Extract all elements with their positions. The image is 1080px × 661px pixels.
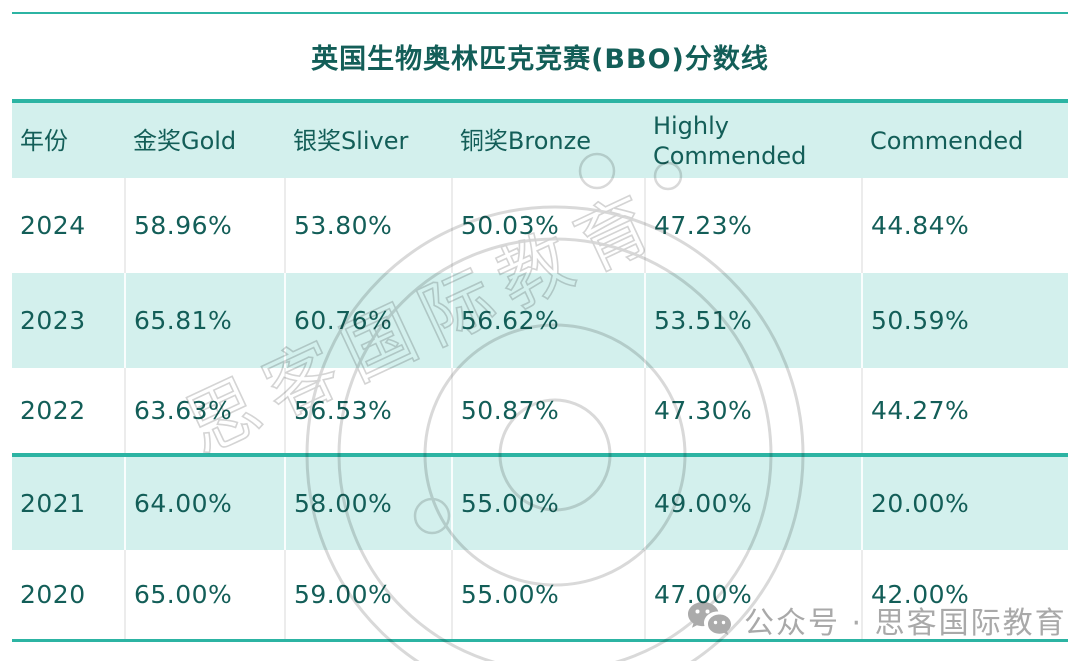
- top-accent-line: [12, 12, 1068, 14]
- value-cell: 20.00%: [860, 455, 1068, 550]
- column-header-year: 年份: [20, 126, 68, 155]
- table-row-2023: 2023 65.81% 60.76% 56.62% 53.51% 50.59%: [12, 273, 1068, 368]
- value-cell: 47.30%: [643, 368, 862, 457]
- value-cell: 47.00%: [643, 550, 862, 639]
- header-row: 年份 金奖Gold 银奖Sliver 铜奖Bronze Highly Comme…: [12, 103, 1068, 178]
- value-cell: 44.84%: [860, 178, 1068, 273]
- year-cell: 2022: [12, 368, 125, 457]
- value-cell: 49.00%: [643, 455, 862, 550]
- value-cell: 50.87%: [450, 368, 645, 457]
- value-cell: 56.62%: [450, 273, 645, 368]
- value-cell: 50.03%: [450, 178, 645, 273]
- value-cell: 64.00%: [123, 455, 285, 550]
- table-row-2024: 2024 58.96% 53.80% 50.03% 47.23% 44.84%: [12, 178, 1068, 273]
- table-row-2022: 2022 63.63% 56.53% 50.87% 47.30% 44.27%: [12, 368, 1068, 457]
- value-cell: 58.96%: [123, 178, 285, 273]
- column-header-bronze: 铜奖Bronze: [459, 126, 591, 155]
- value-cell: 65.00%: [123, 550, 285, 639]
- page-title: 英国生物奥林匹克竞赛(BBO)分数线: [311, 44, 769, 75]
- value-cell: 60.76%: [283, 273, 452, 368]
- year-cell: 2020: [20, 580, 86, 609]
- value-cell: 58.00%: [283, 455, 452, 550]
- column-header-commended: Commended: [869, 126, 1024, 155]
- value-cell: 42.00%: [860, 550, 1068, 639]
- value-cell: 44.27%: [860, 368, 1068, 457]
- table-row-2021: 2021 64.00% 58.00% 55.00% 49.00% 20.00%: [12, 455, 1068, 550]
- value-cell: 56.53%: [283, 368, 452, 457]
- bbo-score-table: 年份 金奖Gold 银奖Sliver 铜奖Bronze Highly Comme…: [12, 103, 1068, 639]
- year-cell: 2023: [20, 306, 86, 335]
- column-header-silver: 银奖Sliver: [292, 126, 409, 155]
- value-cell: 53.80%: [283, 178, 452, 273]
- value-cell: 47.23%: [643, 178, 862, 273]
- value-cell: 55.00%: [450, 455, 645, 550]
- value-cell: 53.51%: [643, 273, 862, 368]
- value-cell: 55.00%: [450, 550, 645, 639]
- value-cell: 50.59%: [860, 273, 1068, 368]
- column-header-highly-commended: Highly Commended: [652, 111, 807, 170]
- column-header-gold: 金奖Gold: [132, 126, 237, 155]
- table-row-2020: 2020 65.00% 59.00% 55.00% 47.00% 42.00%: [12, 550, 1068, 639]
- year-cell: 2024: [20, 211, 86, 240]
- year-cell: 2021: [20, 489, 86, 518]
- score-table-card: 英国生物奥林匹克竞赛(BBO)分数线 年份 金奖Gold 银奖Sliver 铜奖…: [12, 12, 1068, 642]
- bottom-accent-line: [12, 639, 1068, 642]
- value-cell: 59.00%: [283, 550, 452, 639]
- title-divider-line: [12, 99, 1068, 103]
- value-cell: 63.63%: [123, 368, 285, 457]
- value-cell: 65.81%: [123, 273, 285, 368]
